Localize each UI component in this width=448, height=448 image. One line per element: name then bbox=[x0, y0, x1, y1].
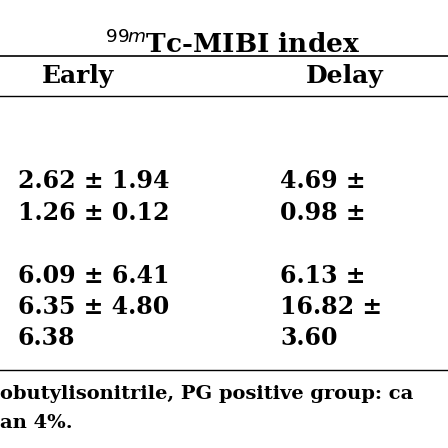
Text: 2.62 ± 1.94: 2.62 ± 1.94 bbox=[18, 169, 169, 194]
Text: 4.69 ±: 4.69 ± bbox=[280, 169, 366, 194]
Text: an 4%.: an 4%. bbox=[0, 414, 73, 432]
Text: 16.82 ±: 16.82 ± bbox=[280, 295, 382, 319]
Text: 6.09 ± 6.41: 6.09 ± 6.41 bbox=[18, 263, 169, 288]
Text: 6.38: 6.38 bbox=[18, 326, 75, 350]
Text: 0.98 ±: 0.98 ± bbox=[280, 201, 366, 225]
Text: Early: Early bbox=[42, 64, 115, 88]
Text: obutylisonitrile, PG positive group: ca: obutylisonitrile, PG positive group: ca bbox=[0, 385, 414, 403]
Text: 6.13 ±: 6.13 ± bbox=[280, 263, 366, 288]
Text: 6.35 ± 4.80: 6.35 ± 4.80 bbox=[18, 295, 169, 319]
Text: 1.26 ± 0.12: 1.26 ± 0.12 bbox=[18, 201, 169, 225]
Text: Delay: Delay bbox=[306, 64, 384, 88]
Text: 3.60: 3.60 bbox=[280, 326, 337, 350]
Text: $^{99m}$Tc-MIBI index: $^{99m}$Tc-MIBI index bbox=[105, 29, 361, 58]
